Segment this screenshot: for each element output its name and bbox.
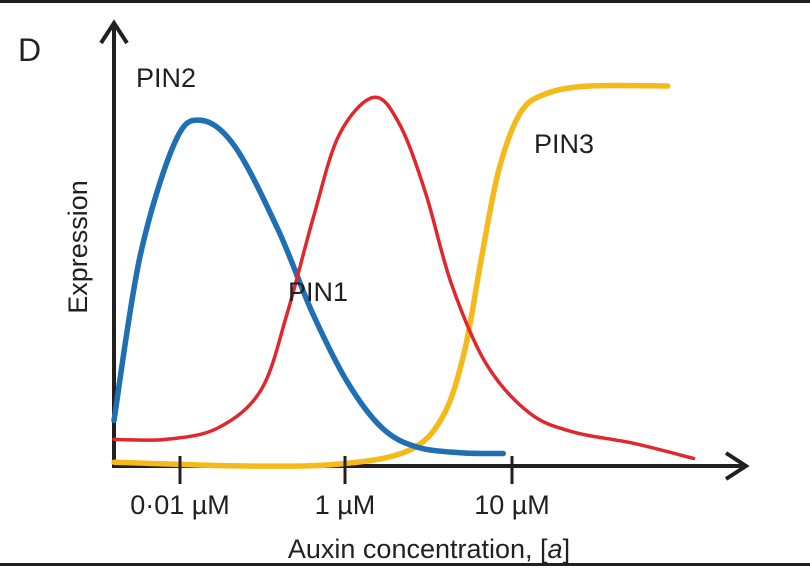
series-labels: PIN2 PIN1 PIN3: [136, 63, 594, 307]
series-line-pin2: [111, 117, 507, 457]
x-tick-label: 0·01 µM: [130, 490, 230, 520]
x-axis-label: Auxin concentration, [a]: [288, 534, 570, 564]
x-axis-arrowhead: [724, 451, 750, 481]
axes: [99, 19, 750, 481]
series-line-pin1: [112, 95, 696, 461]
x-ticks: 0·01 µM 1 µM 10 µM: [130, 456, 550, 520]
x-tick-label: 1 µM: [315, 490, 376, 520]
y-axis-arrowhead: [99, 19, 129, 45]
series-label-pin2: PIN2: [136, 63, 196, 93]
y-axis-label: Expression: [63, 180, 93, 314]
series-label-pin1: PIN1: [288, 277, 348, 307]
auxin-expression-chart: D 0·01 µM 1 µM 10 µM PIN2 PIN1 PIN3 Expressi…: [18, 19, 750, 564]
series-label-pin3: PIN3: [534, 129, 594, 159]
panel-label: D: [18, 32, 41, 68]
curves: [111, 82, 696, 469]
x-tick-label: 10 µM: [474, 490, 550, 520]
